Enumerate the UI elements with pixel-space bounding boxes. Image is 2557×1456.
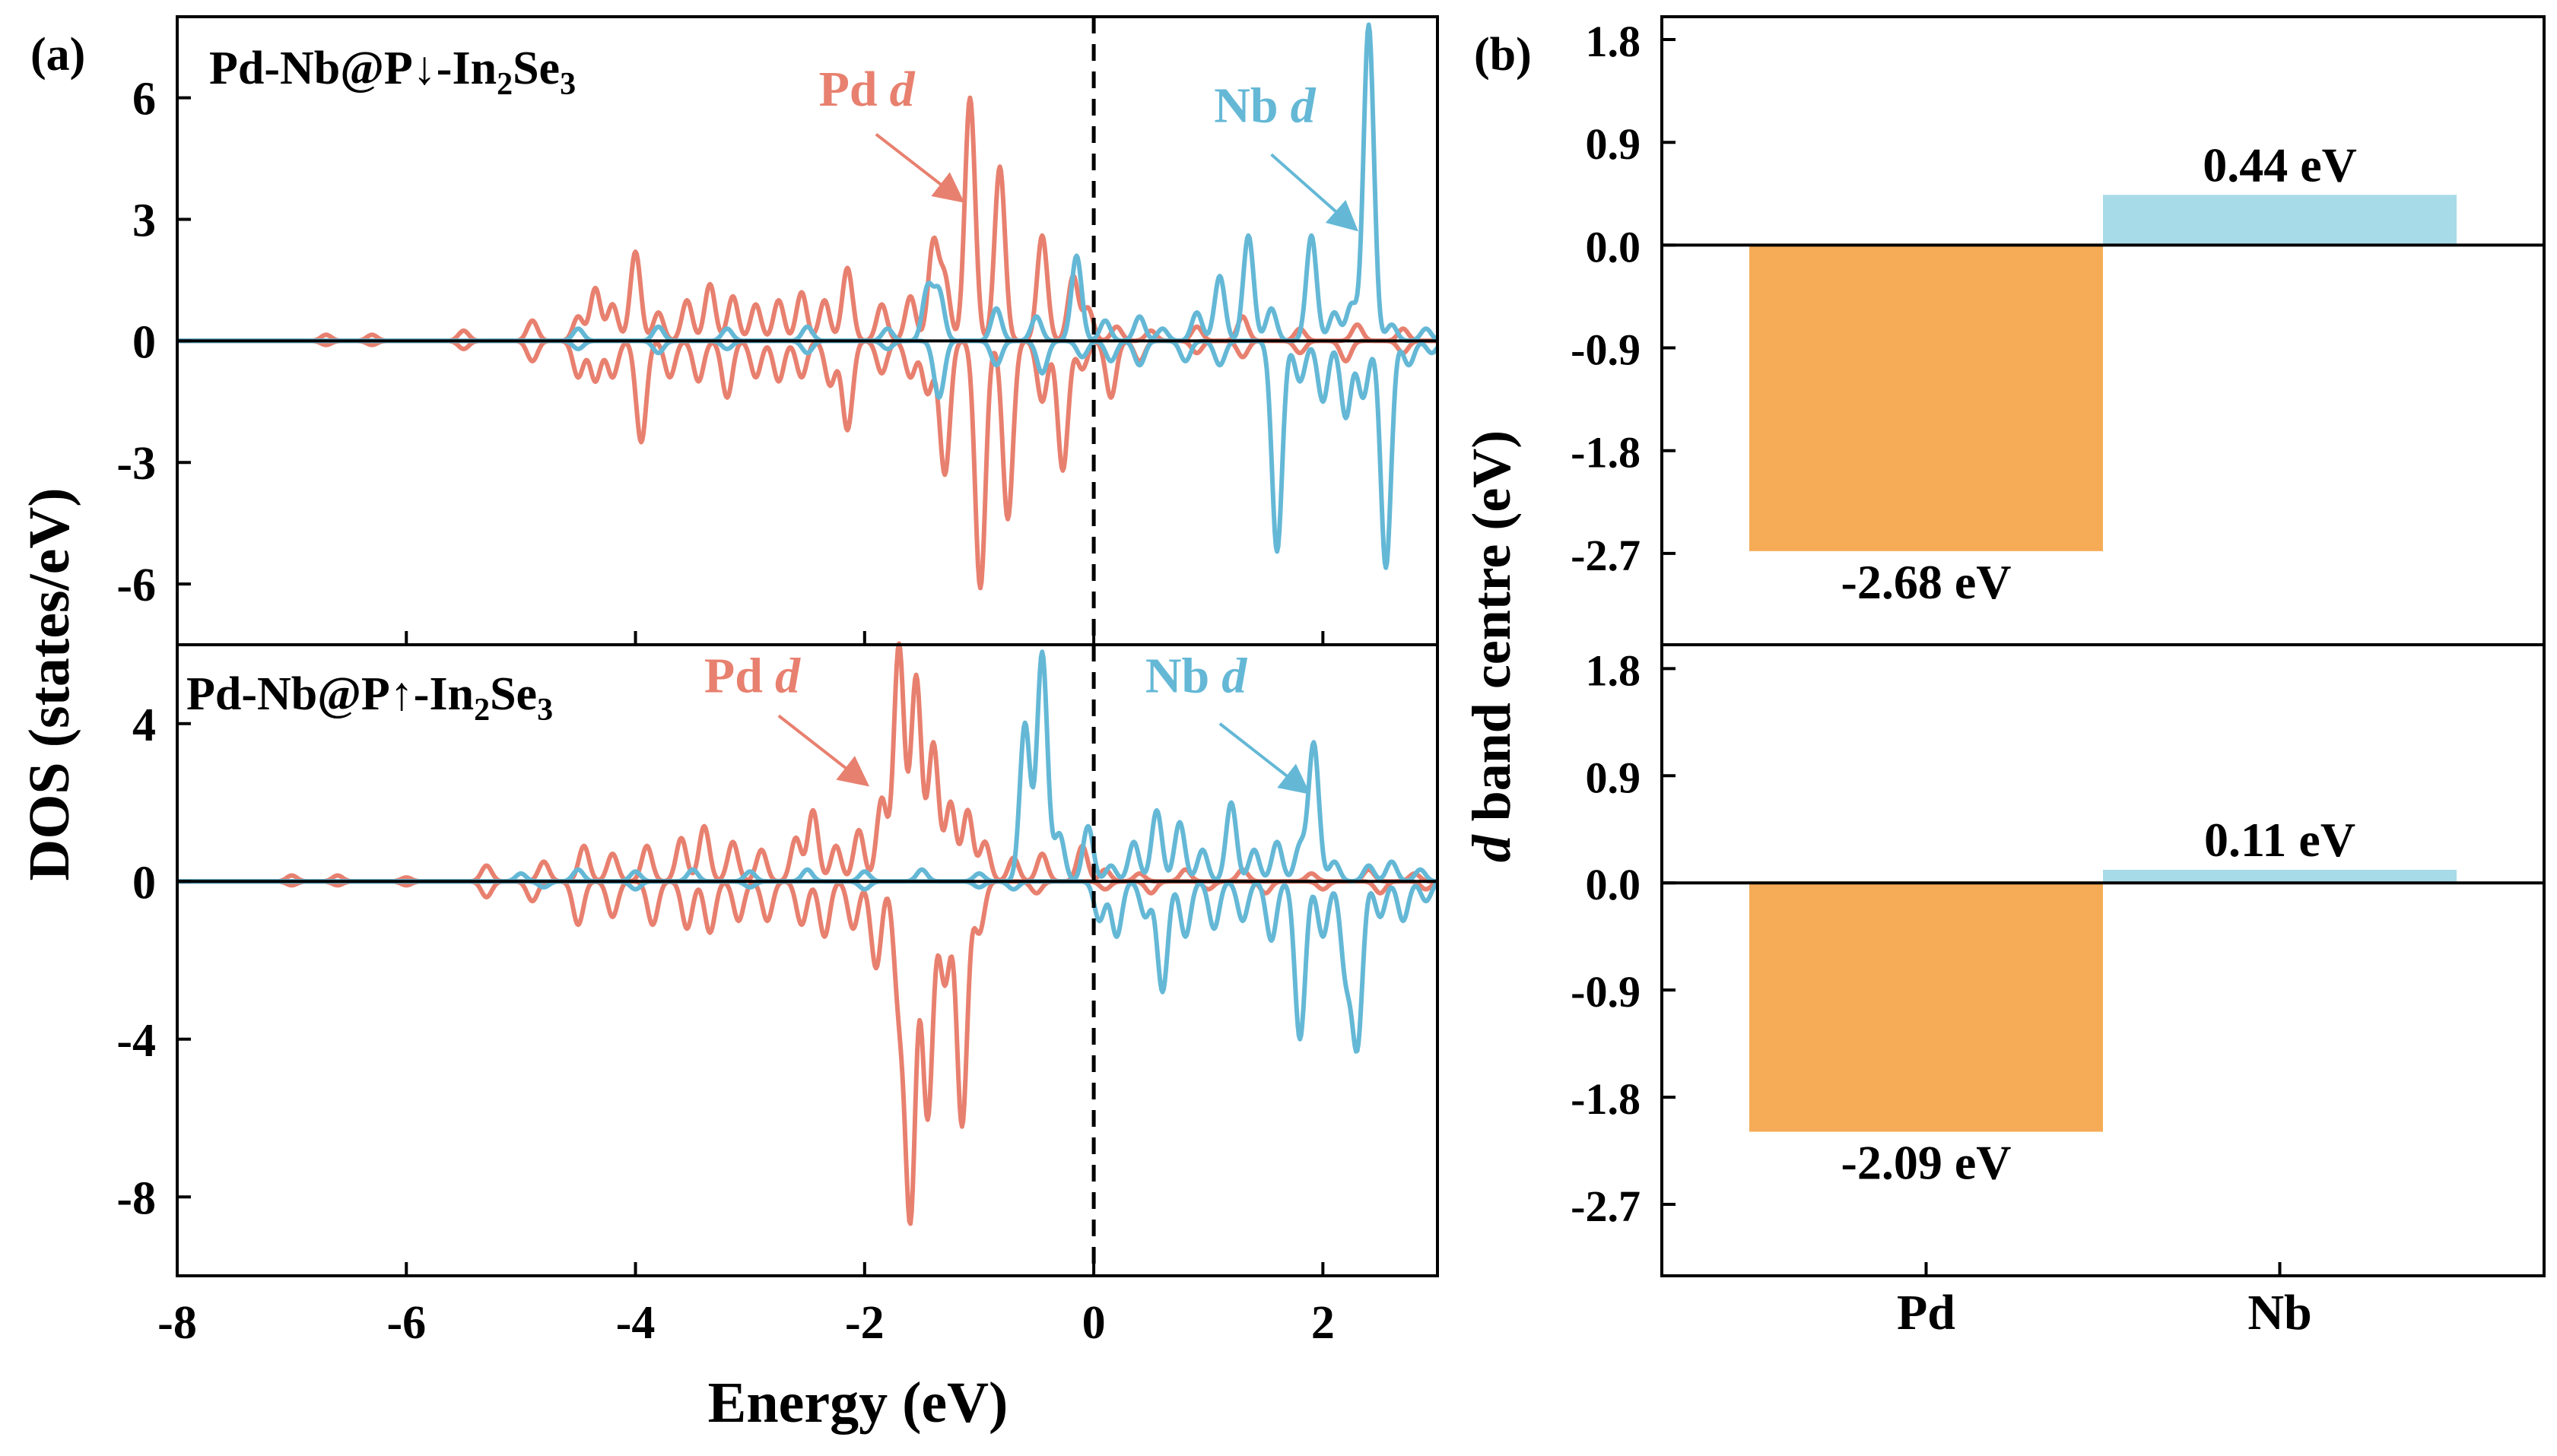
- panel-b-d-band-centre: (b) -2.68 eV 0.44 eV 1.8 0.9 0.0 -0.9 -1.8 -2.7…: [1461, 15, 2546, 1340]
- bar-value-label-pd: -2.68 eV: [1841, 555, 2012, 609]
- bar-pd: [1749, 245, 2103, 551]
- category-label-pd: Pd: [1897, 1285, 1955, 1340]
- title-sub: 3: [537, 693, 553, 728]
- series-arrow-pd: [777, 714, 870, 787]
- series-label-name: Pd: [704, 648, 763, 703]
- subplot-title: Pd-Nb@P↓-In2Se3: [209, 43, 576, 102]
- series-label-italic: d: [775, 648, 801, 703]
- dos-curve-nb-spin-down: [176, 338, 1440, 570]
- series-label-pd: Pd d: [819, 62, 916, 117]
- dos-subplot-top: 630-3-6Pd-Nb@P↓-In2Se3 Pd d Nb d: [116, 15, 1440, 646]
- panel-a-dos-plot: (a) 630-3-6Pd-Nb@P↓-In2Se3 Pd d Nb d 40-4-8P…: [17, 15, 1440, 1435]
- y-tick-label: -1.8: [1571, 428, 1641, 477]
- bar-value-label-nb: 0.44 eV: [2203, 138, 2357, 192]
- title-main: Pd-Nb@P↑-In: [186, 668, 474, 720]
- y-tick-label: 0.0: [1586, 860, 1641, 909]
- dos-curve-pd-spin-down: [176, 338, 1439, 591]
- y-tick-label: 6: [132, 74, 156, 125]
- panel-a-label: (a): [30, 29, 85, 81]
- y-tick-label: 1.8: [1586, 646, 1641, 695]
- dos-curve-pd-spin-down: [176, 879, 1439, 1226]
- y-tick-label: -2.7: [1571, 531, 1641, 580]
- bar-value-label-nb: 0.11 eV: [2204, 813, 2355, 867]
- y-axis-label-b-italic: d: [1461, 834, 1522, 862]
- series-label-italic: d: [1291, 78, 1317, 134]
- series-label-italic: d: [1221, 648, 1247, 703]
- x-tick-label: -8: [157, 1297, 197, 1349]
- energy-axis: -8 -6 -4 -2 0 2: [157, 1297, 1335, 1349]
- y-tick-label: -6: [116, 560, 156, 611]
- title-sub: 2: [474, 693, 490, 728]
- series-label-name: Nb: [1145, 648, 1209, 703]
- series-arrow-nb: [1270, 153, 1359, 232]
- y-tick-label: -3: [116, 438, 156, 490]
- series-label-pd: Pd d: [704, 648, 801, 703]
- y-tick-label: 0.0: [1586, 222, 1641, 271]
- band-subplot-top: -2.68 eV 0.44 eV 1.8 0.9 0.0 -0.9 -1.8 -2.7: [1571, 15, 2546, 646]
- subplot-title: Pd-Nb@P↑-In2Se3: [186, 668, 553, 728]
- series-label-nb: Nb d: [1214, 78, 1316, 134]
- bar-nb: [2103, 869, 2457, 883]
- series-label-nb: Nb d: [1145, 648, 1247, 703]
- band-subplot-bottom: -2.09 eV 0.11 eV 1.8 0.9 0.0 -0.9 -1.8 -2.7: [1571, 643, 2546, 1277]
- x-tick-label: -6: [386, 1297, 426, 1349]
- x-tick-label: -4: [616, 1297, 656, 1349]
- bar-nb: [2103, 195, 2457, 246]
- x-tick-label: -2: [845, 1297, 885, 1349]
- series-label-name: Pd: [819, 62, 878, 117]
- y-tick-label: 1.8: [1586, 17, 1641, 66]
- title-sub: 2: [497, 67, 513, 102]
- series-arrow-nb: [1218, 722, 1311, 795]
- x-tick-label: 0: [1082, 1297, 1106, 1349]
- y-axis-label-b-text: band centre (eV): [1461, 430, 1522, 836]
- y-axis-label-b: d band centre (eV): [1461, 430, 1522, 863]
- y-tick-label: -8: [116, 1172, 156, 1224]
- y-tick-label: 4: [132, 699, 156, 751]
- y-tick-label: -0.9: [1571, 967, 1641, 1017]
- y-tick-label: 0: [132, 316, 156, 368]
- title-main: Pd-Nb@P↓-In: [209, 43, 497, 94]
- y-tick-label: -1.8: [1571, 1074, 1641, 1124]
- category-axis: Pd Nb: [1897, 1262, 2312, 1340]
- title-sub: 3: [560, 67, 576, 102]
- y-tick-label: -0.9: [1571, 325, 1641, 375]
- bar-value-label-pd: -2.09 eV: [1841, 1136, 2012, 1190]
- x-tick-label: 2: [1311, 1297, 1335, 1349]
- y-tick-label: 0: [132, 857, 156, 909]
- title-mid: Se: [490, 668, 537, 720]
- dos-curve-pd-spin-up: [176, 95, 1439, 344]
- y-tick-label: -2.7: [1571, 1182, 1641, 1231]
- series-arrow-pd: [875, 132, 965, 203]
- title-mid: Se: [513, 43, 560, 94]
- category-label-nb: Nb: [2247, 1285, 2311, 1340]
- y-tick-label: -4: [116, 1015, 156, 1067]
- x-axis-label: Energy (eV): [708, 1371, 1009, 1435]
- y-tick-label: 0.9: [1586, 753, 1641, 802]
- series-label-italic: d: [890, 62, 916, 117]
- panel-b-label: (b): [1474, 29, 1532, 81]
- y-tick-label: 3: [132, 195, 156, 246]
- bar-pd: [1749, 883, 2103, 1132]
- series-label-name: Nb: [1214, 78, 1278, 134]
- y-axis-label: DOS (states/eV): [17, 487, 81, 880]
- y-tick-label: 0.9: [1586, 119, 1641, 169]
- subplot-frame: [1660, 643, 2546, 1277]
- subplot-frame: [176, 643, 1439, 1277]
